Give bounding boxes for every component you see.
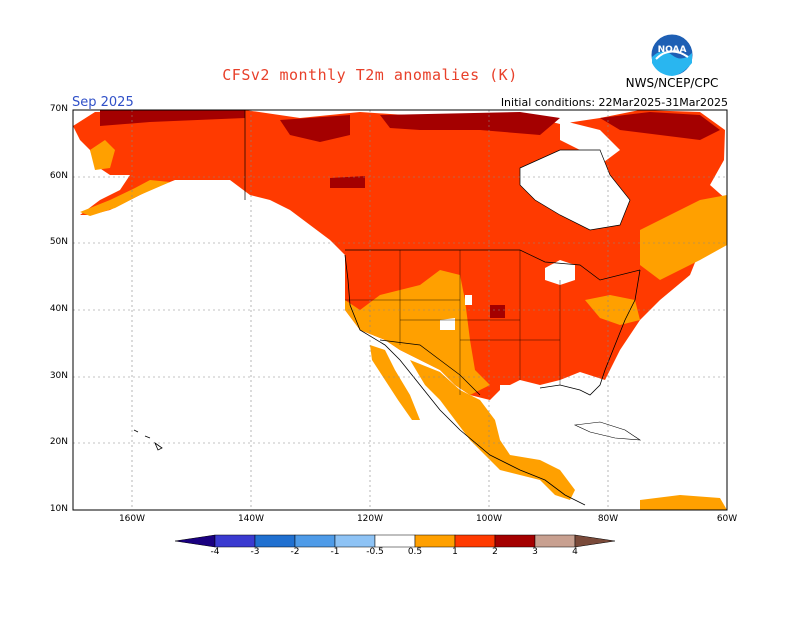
hudson-bay-neutral bbox=[520, 150, 630, 230]
rockies-neutral-2 bbox=[465, 295, 472, 305]
arctic-strong-warm-north bbox=[100, 110, 245, 126]
great-lakes-neutral bbox=[545, 260, 575, 285]
colorbar-segment bbox=[414, 534, 456, 548]
colorbar-label: 1 bbox=[452, 547, 458, 557]
hawaii-islands bbox=[133, 429, 163, 451]
colorbar-segment bbox=[294, 534, 336, 548]
initial-conditions: Initial conditions: 22Mar2025-31Mar2025 bbox=[500, 96, 728, 109]
state-lines bbox=[345, 250, 561, 395]
plains-strong-warm bbox=[490, 305, 505, 318]
south-america-strip bbox=[640, 495, 727, 510]
colorbar-segment bbox=[494, 534, 536, 548]
baffin-neutral bbox=[560, 120, 620, 165]
colorbar-segment bbox=[454, 534, 496, 548]
lon-label-120w: 120W bbox=[356, 514, 384, 524]
lat-label-50n: 50N bbox=[49, 237, 68, 247]
lon-label-100w: 100W bbox=[475, 514, 503, 524]
lat-label-40n: 40N bbox=[49, 304, 68, 314]
rockies-neutral-1 bbox=[440, 318, 455, 330]
noaa-logo-text: NOAA bbox=[658, 45, 687, 55]
colorbar-label: -1 bbox=[330, 547, 340, 557]
lat-label-30n: 30N bbox=[49, 371, 68, 381]
noaa-logo-icon: NOAA bbox=[650, 33, 694, 77]
colorbar-cap-right bbox=[574, 534, 616, 548]
graticule bbox=[73, 110, 727, 510]
colorbar bbox=[174, 534, 616, 548]
colorbar-label: 3 bbox=[532, 547, 538, 557]
colorbar-segment bbox=[534, 534, 576, 548]
lat-label-10n: 10N bbox=[49, 504, 68, 514]
arctic-strong-warm-east bbox=[380, 112, 560, 135]
baja-weak-warm-region bbox=[370, 345, 420, 420]
alaska-weak-warm-region bbox=[90, 140, 115, 170]
colorbar-label: -3 bbox=[250, 547, 260, 557]
hudson-strong-warm bbox=[330, 176, 365, 188]
lon-label-60w: 60W bbox=[716, 514, 738, 524]
southwest-weak-warm-region bbox=[345, 270, 490, 395]
colorbar-label: -4 bbox=[210, 547, 220, 557]
lon-label-80w: 80W bbox=[597, 514, 619, 524]
forecast-month: Sep 2025 bbox=[72, 95, 134, 110]
colorbar-segment bbox=[334, 534, 376, 548]
colorbar-label: -2 bbox=[290, 547, 300, 557]
agency-label: NWS/NCEP/CPC bbox=[625, 76, 719, 90]
colorbar-label: 4 bbox=[572, 547, 578, 557]
lat-label-70n: 70N bbox=[49, 104, 68, 114]
west-coastline bbox=[344, 254, 586, 506]
gulf-of-mexico bbox=[500, 385, 600, 440]
cuba-island bbox=[573, 421, 642, 441]
hudson-bay-coast bbox=[519, 149, 631, 231]
lon-label-140w: 140W bbox=[237, 514, 265, 524]
maritimes-weak-warm-region bbox=[640, 195, 727, 280]
colorbar-segment bbox=[254, 534, 296, 548]
colorbar-label: 2 bbox=[492, 547, 498, 557]
lat-label-20n: 20N bbox=[49, 437, 68, 447]
arctic-strong-warm-center bbox=[280, 115, 350, 142]
greenland-strong-warm bbox=[600, 112, 720, 140]
chart-title: CFSv2 monthly T2m anomalies (K) bbox=[222, 66, 518, 84]
mexico-weak-warm-region bbox=[410, 360, 575, 500]
lat-label-60n: 60N bbox=[49, 171, 68, 181]
colorbar-cap-left bbox=[174, 534, 216, 548]
colorbar-segment bbox=[214, 534, 256, 548]
colorbar-label: -0.5 bbox=[366, 547, 384, 557]
lon-label-160w: 160W bbox=[118, 514, 146, 524]
colorbar-segment bbox=[374, 534, 416, 548]
map-frame bbox=[72, 109, 728, 511]
us-mexico-border bbox=[379, 339, 481, 396]
colorbar-label: 0.5 bbox=[407, 547, 423, 557]
us-canada-border bbox=[345, 249, 641, 281]
alaska-peninsula-weak-warm bbox=[80, 180, 170, 216]
